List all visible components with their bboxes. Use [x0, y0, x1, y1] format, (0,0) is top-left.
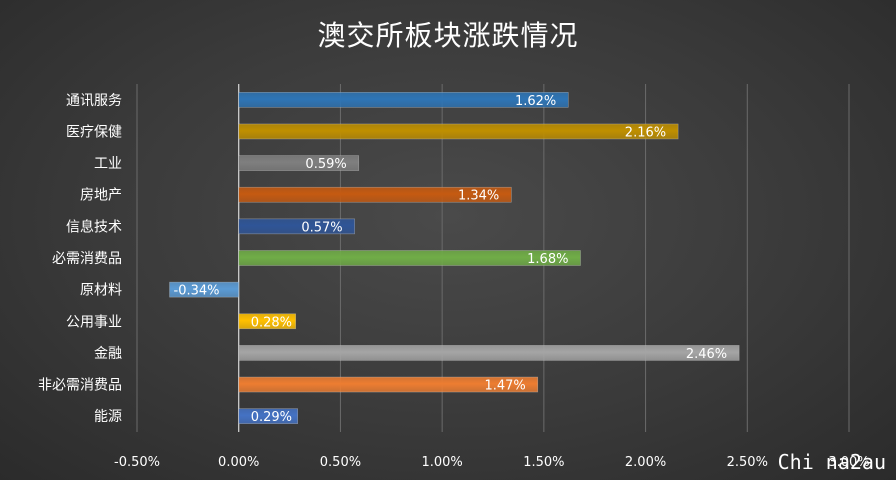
data-label: 1.47%: [484, 379, 525, 394]
bar: [238, 250, 581, 266]
data-label: 2.46%: [686, 347, 727, 362]
data-label: 1.62%: [515, 94, 556, 109]
bar: [238, 92, 569, 108]
data-label: 2.16%: [625, 125, 666, 140]
data-label: 0.59%: [305, 157, 346, 172]
category-label: 金融: [94, 346, 122, 362]
chart-title: 澳交所板块涨跌情况: [317, 19, 579, 52]
bar: [238, 186, 512, 203]
category-label: 通讯服务: [66, 93, 122, 109]
bar: [238, 313, 296, 330]
x-tick-label: 0.50%: [320, 455, 361, 470]
bar: [238, 155, 360, 171]
category-label: 能源: [94, 409, 122, 425]
x-tick-label: -0.50%: [114, 455, 160, 470]
category-label: 必需消费品: [52, 251, 122, 267]
bar: [238, 408, 299, 424]
x-tick-label: 2.00%: [625, 455, 666, 470]
category-label: 房地产: [80, 188, 122, 204]
category-label: 医疗保健: [66, 124, 122, 140]
category-label: 公用事业: [66, 314, 122, 330]
category-label: 非必需消费品: [38, 378, 122, 394]
x-tick-label: 3.00%: [828, 455, 869, 470]
x-tick-label: 2.50%: [727, 455, 768, 470]
bar: [238, 345, 740, 361]
data-label: 1.34%: [458, 189, 499, 204]
bar: [169, 281, 240, 298]
x-tick-label: 1.50%: [523, 455, 564, 470]
x-tick-label: 0.00%: [218, 455, 259, 470]
bar: [238, 376, 539, 393]
data-label: -0.34%: [174, 284, 220, 299]
bar: [238, 218, 355, 235]
data-label: 0.57%: [301, 220, 342, 235]
x-tick-label: 1.00%: [421, 455, 462, 470]
data-label: 0.29%: [251, 410, 292, 425]
category-label: 原材料: [80, 283, 122, 299]
watermark-text: Chi na2au: [777, 450, 886, 474]
data-label: 0.28%: [251, 315, 292, 330]
data-label: 1.68%: [527, 252, 568, 267]
bar: [238, 123, 679, 140]
category-label: 工业: [94, 156, 122, 172]
category-label: 信息技术: [66, 218, 122, 235]
